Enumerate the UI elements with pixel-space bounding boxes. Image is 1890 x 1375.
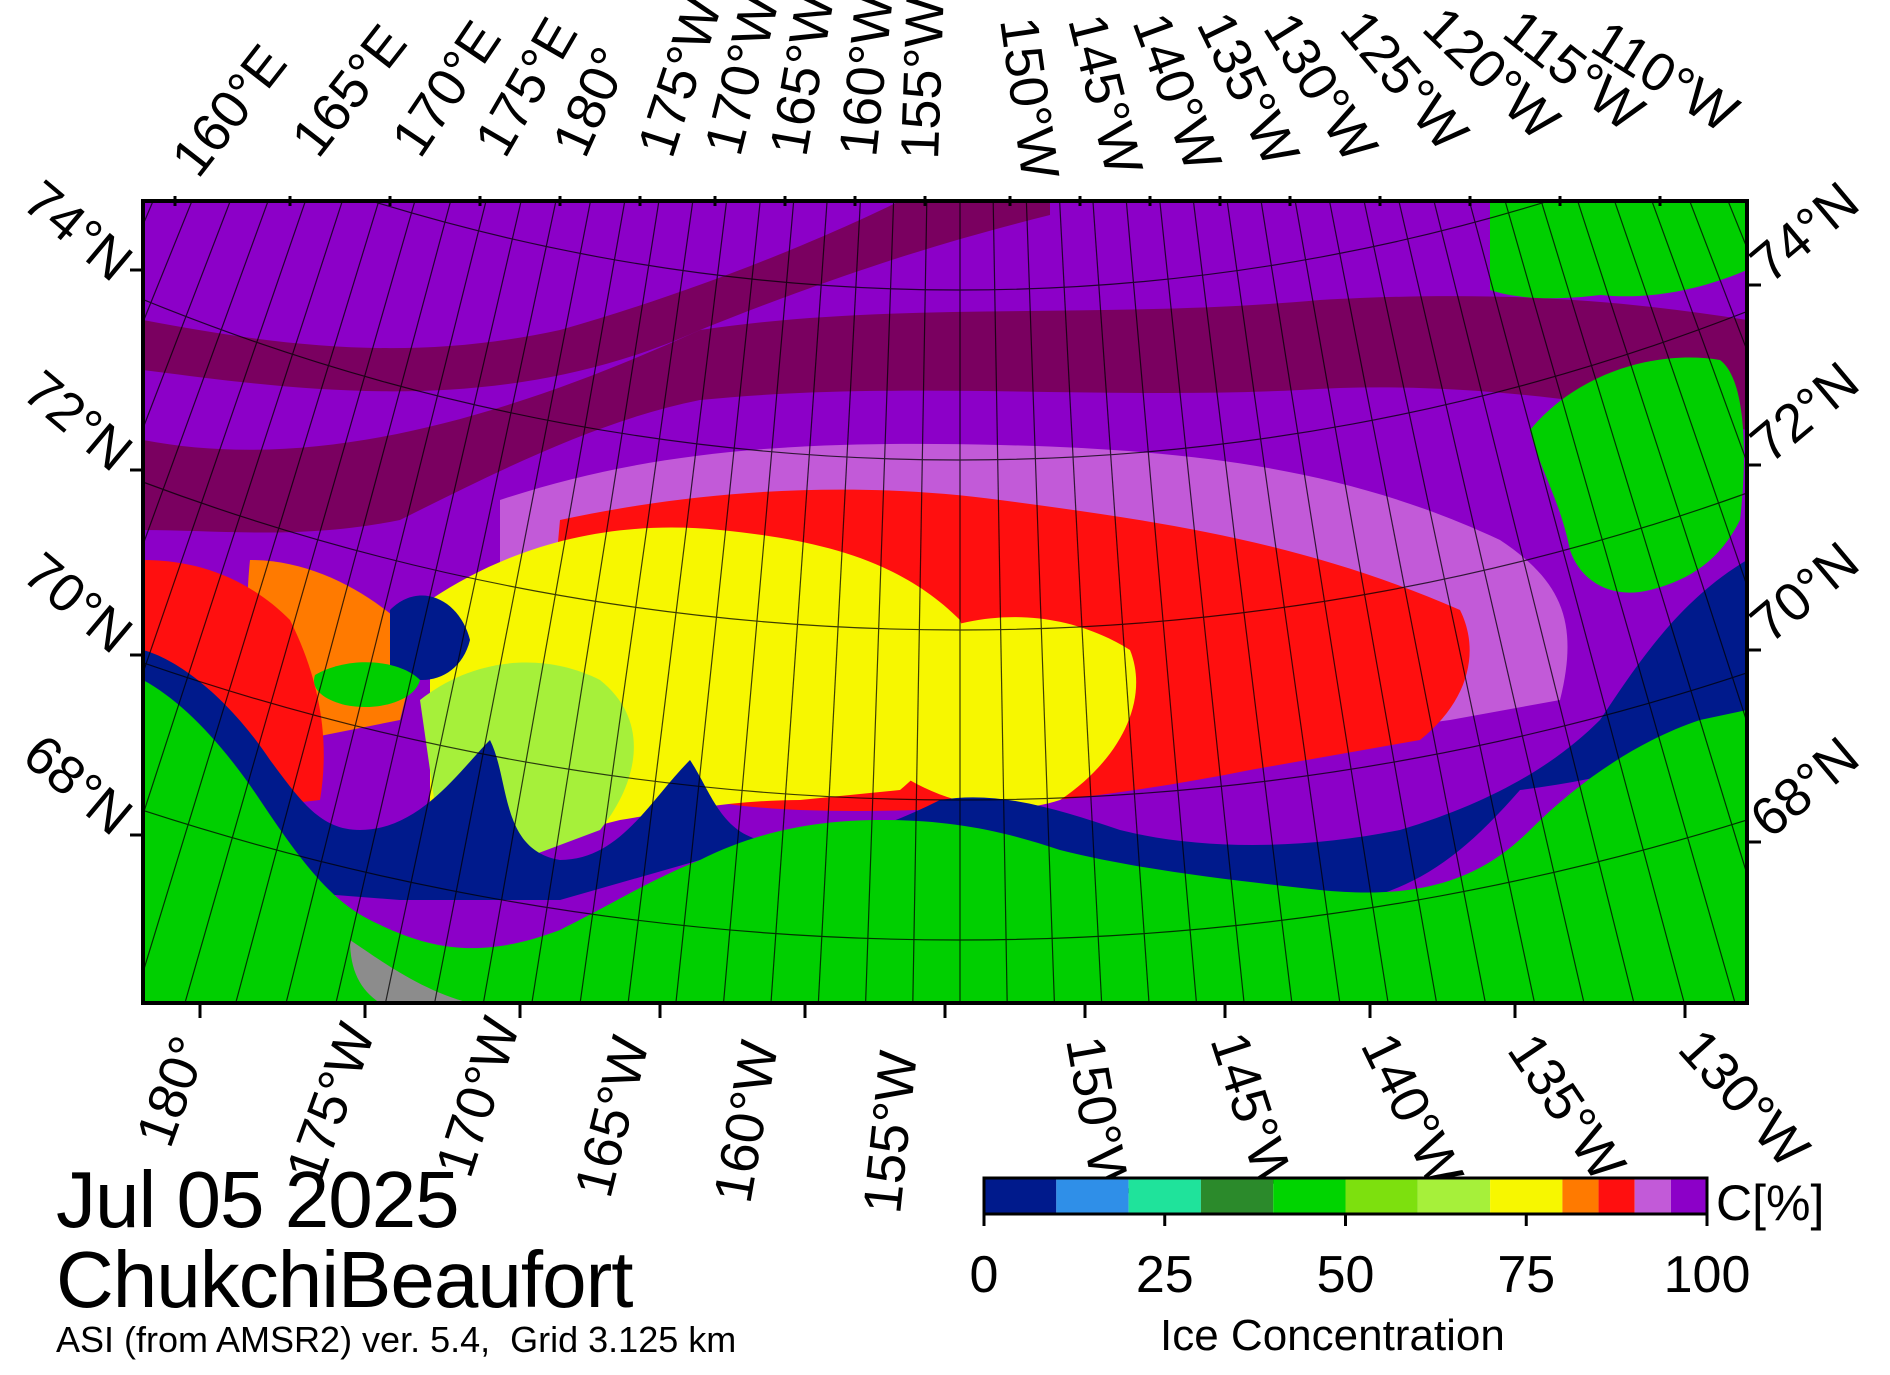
colorbar-bin [1200, 1178, 1274, 1214]
longitude-line [143, 201, 343, 817]
longitude-line [482, 201, 626, 1003]
longitude-line [627, 201, 728, 1003]
longitude-line [1577, 201, 1747, 725]
longitude-line [1540, 201, 1747, 877]
bottom-longitude-label: 160°W [703, 1036, 790, 1207]
longitude-line [235, 201, 452, 1003]
top-longitude-label: 155°W [890, 0, 956, 160]
yellow-ice-zone-east [880, 617, 1137, 808]
colorbar-bin [1128, 1178, 1201, 1214]
bottom-longitude-label: 130°W [1667, 1018, 1820, 1179]
left-latitude-label: 74°N [12, 169, 143, 293]
longitude-line [1468, 201, 1685, 1003]
colorbar-bin [1490, 1178, 1563, 1214]
colorbar-tick-label: 25 [1136, 1246, 1194, 1304]
longitude-line [143, 201, 269, 547]
longitude-line [184, 201, 416, 1003]
longitude-line [143, 201, 307, 675]
bottom-longitude-label: 135°W [1496, 1023, 1637, 1191]
bottom-longitude-label: 145°W [1199, 1025, 1306, 1198]
longitude-line [1192, 201, 1293, 1003]
colorbar-bin [1670, 1178, 1707, 1214]
longitude-line [433, 201, 592, 1003]
colorbar-tick-label: 100 [1664, 1246, 1751, 1304]
colorbar-bin [1634, 1178, 1671, 1214]
alaska-land [143, 680, 1747, 1003]
longitude-line [285, 201, 487, 1003]
longitude-line [1886, 0, 1890, 732]
colorbar-tick-label: 0 [970, 1246, 999, 1304]
colorbar-tick-label: 75 [1497, 1246, 1555, 1304]
bottom-longitude-label: 165°W [563, 1031, 661, 1203]
colorbar-bin [1273, 1178, 1346, 1214]
dark-ice-band-east [143, 296, 1747, 533]
longitude-line [1504, 201, 1736, 1003]
colorbar-bin [1562, 1178, 1599, 1214]
left-latitude-label: 68°N [12, 723, 143, 847]
longitude-line [143, 201, 380, 975]
bottom-longitude-label: 180° [125, 1029, 220, 1154]
longitude-line [675, 201, 761, 1003]
longitude-line [1059, 201, 1103, 1003]
colorbar-tick-label: 50 [1317, 1246, 1375, 1304]
colorbar-bin [1345, 1178, 1418, 1214]
longitude-line [1613, 201, 1747, 588]
colorbar-bin [984, 1178, 1057, 1214]
graticule [0, 0, 1890, 1003]
longitude-line [1294, 201, 1438, 1003]
longitude-line [1398, 201, 1585, 1003]
left-latitude-label: 70°N [12, 541, 143, 665]
longitude-line [579, 201, 694, 1003]
right-latitude-label: 74°N [1739, 171, 1870, 295]
bottom-longitude-label: 155°W [852, 1048, 929, 1216]
longitude-line [531, 201, 660, 1003]
colorbar: 0 25 50 75 100 [970, 1176, 1751, 1304]
longitude-line [0, 0, 34, 732]
longitude-line [1226, 201, 1341, 1003]
longitude-line [1260, 201, 1389, 1003]
right-latitude-label: 70°N [1739, 531, 1870, 655]
longitude-line [1092, 201, 1150, 1003]
wrangel-island [314, 662, 420, 708]
colorbar-title: Ice Concentration [1160, 1311, 1505, 1360]
longitude-line [1433, 201, 1635, 1003]
longitude-line [770, 201, 828, 1003]
longitude-line [1328, 201, 1487, 1003]
banks-island [1530, 357, 1744, 593]
map-panel [143, 201, 1747, 1003]
colorbar-bin [1417, 1178, 1491, 1214]
top-longitude-label: 160°E [160, 34, 298, 187]
top-longitude-label: 150°W [988, 13, 1070, 182]
longitude-line [1025, 201, 1055, 1003]
open-water-pocket [390, 595, 470, 680]
longitude-line [1125, 201, 1198, 1003]
longitude-line [1861, 0, 1890, 759]
longitude-line [335, 201, 522, 1003]
longitude-line [912, 201, 928, 1003]
colorbar-bin [1056, 1178, 1129, 1214]
source-label: ASI (from AMSR2) ver. 5.4, Grid 3.125 km [56, 1319, 737, 1360]
right-latitude-label: 72°N [1739, 351, 1870, 475]
longitude-line [722, 201, 795, 1003]
longitude-line [992, 201, 1008, 1003]
date-label: Jul 05 2025 [56, 1155, 460, 1244]
longitude-line [0, 0, 9, 704]
longitude-line [1159, 201, 1245, 1003]
region-label: ChukchiBeaufort [56, 1235, 633, 1324]
longitude-line [384, 201, 557, 1003]
arctic-islands-ne [1490, 201, 1747, 299]
colorbar-unit: C[%] [1716, 1175, 1825, 1231]
bottom-longitude-label: 140°W [1349, 1024, 1474, 1197]
longitude-line [865, 201, 895, 1003]
left-latitude-label: 72°N [12, 359, 143, 483]
chukotka-gray [350, 940, 470, 1003]
colorbar-bin [1598, 1178, 1635, 1214]
longitude-line [817, 201, 861, 1003]
longitude-line [1363, 201, 1536, 1003]
right-latitude-label: 68°N [1739, 726, 1870, 850]
